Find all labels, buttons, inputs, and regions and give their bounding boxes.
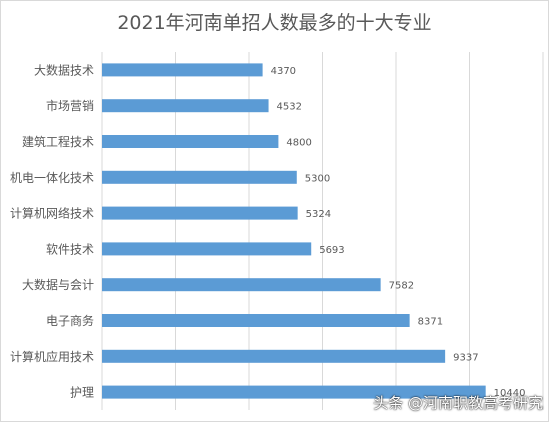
data-label: 7582 <box>389 281 414 292</box>
bar <box>102 99 269 113</box>
bar <box>102 170 297 184</box>
category-label: 机电一体化技术 <box>10 171 94 185</box>
chart-title: 2021年河南单招人数最多的十大专业 <box>117 12 432 34</box>
category-label: 大数据与会计 <box>22 277 94 292</box>
data-label: 5300 <box>305 173 330 184</box>
category-label: 电子商务 <box>46 313 94 328</box>
data-label: 4370 <box>271 66 296 77</box>
data-label: 10440 <box>494 388 526 399</box>
watermark: 头条 @河南职教高考研究 <box>373 394 543 412</box>
data-label: 4800 <box>286 138 311 149</box>
category-label: 建筑工程技术 <box>22 134 94 149</box>
data-label: 9337 <box>453 352 478 363</box>
bar <box>102 349 446 363</box>
bar <box>102 135 279 148</box>
data-label: 5324 <box>306 209 331 220</box>
data-label: 5693 <box>319 245 344 256</box>
category-label: 计算机网络技术 <box>10 206 94 221</box>
bar <box>102 278 381 292</box>
bar <box>102 63 263 77</box>
bar <box>102 242 312 256</box>
category-label: 计算机应用技术 <box>10 349 94 364</box>
bar <box>102 206 298 220</box>
category-label: 大数据技术 <box>34 62 94 77</box>
data-label: 4532 <box>277 102 302 113</box>
bar <box>102 314 410 327</box>
bar <box>102 385 486 399</box>
category-label: 市场营销 <box>46 98 94 113</box>
data-label: 8371 <box>418 317 443 328</box>
category-label: 软件技术 <box>46 242 94 256</box>
category-label: 护理 <box>70 386 94 400</box>
